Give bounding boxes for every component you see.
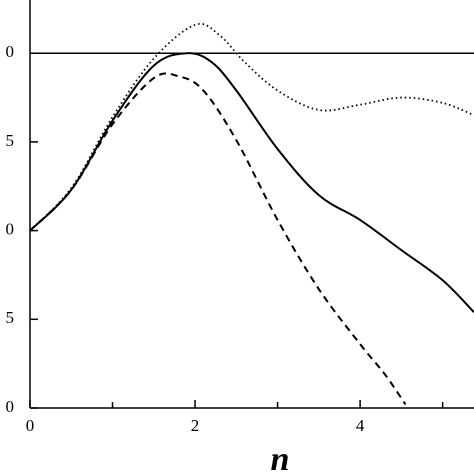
x-tick-label: 0 [26,416,35,435]
y-tick-label: 0 [6,397,15,416]
x-axis-label: n [271,441,290,474]
y-tick-label: 0 [6,220,15,239]
y-tick-label: 5 [6,308,15,327]
series-line [29,52,474,313]
series-line [29,23,474,232]
y-tick-label: 0 [6,42,15,61]
x-tick-label: 2 [191,416,200,435]
y-tick-label: 5 [6,131,15,150]
x-tick-label: 4 [356,416,365,435]
series-line [29,72,407,406]
